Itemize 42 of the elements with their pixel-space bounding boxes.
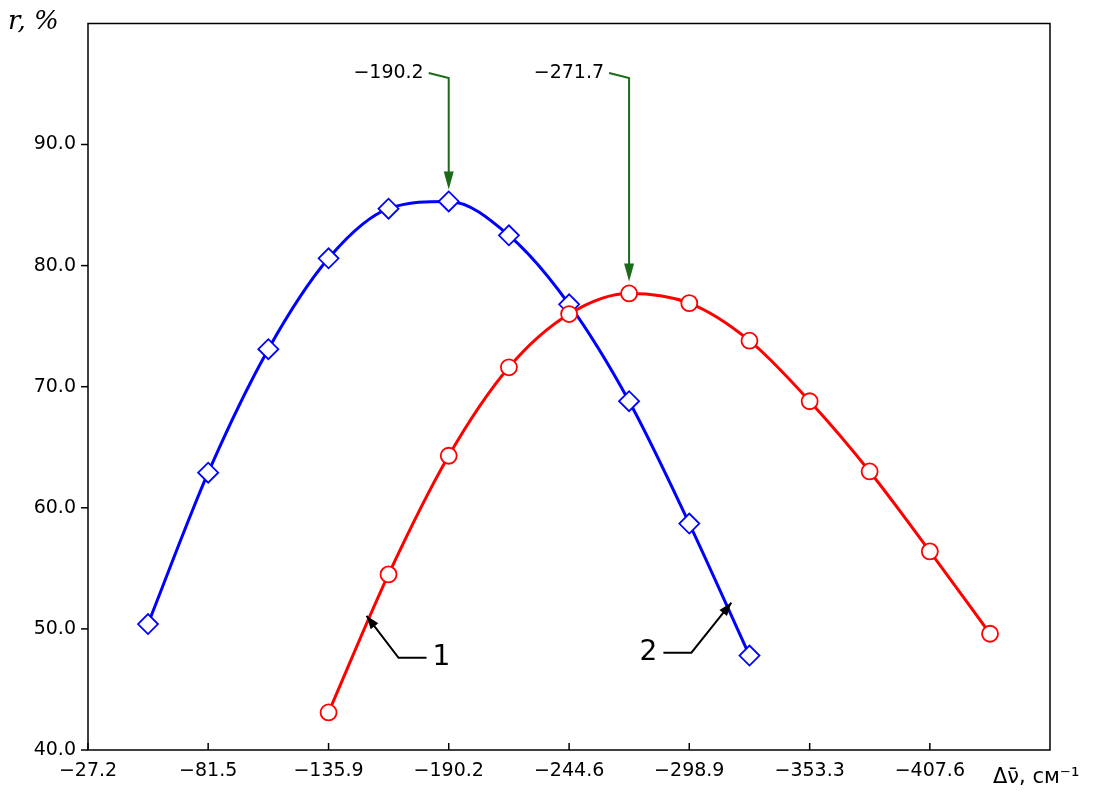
annotation: −271.7 xyxy=(533,59,605,82)
text: 1 xyxy=(432,639,451,673)
point xyxy=(377,197,400,220)
x-tick-label: −353.3 xyxy=(774,758,845,781)
point xyxy=(437,190,460,213)
point xyxy=(319,703,338,722)
point xyxy=(620,284,638,303)
x-tick-label: −298.9 xyxy=(654,758,725,781)
point xyxy=(860,462,879,481)
point xyxy=(680,294,699,313)
x-tick-label: −407.6 xyxy=(894,758,965,781)
y-tick-label: 50.0 xyxy=(33,615,76,638)
x-tick-label: −27.2 xyxy=(58,758,118,781)
y-axis-title: r, % xyxy=(8,4,59,35)
point xyxy=(317,247,340,270)
point xyxy=(439,446,458,465)
point xyxy=(800,392,819,411)
text: 2 xyxy=(639,634,658,668)
point xyxy=(498,224,520,247)
point xyxy=(740,331,759,350)
y-tick-label: 60.0 xyxy=(33,494,76,517)
y-tick-label: 40.0 xyxy=(33,736,76,759)
point xyxy=(379,565,398,584)
annotation: −190.2 xyxy=(353,59,424,82)
point xyxy=(920,542,939,561)
point xyxy=(500,358,518,377)
point xyxy=(257,338,280,361)
x-tick-label: −190.2 xyxy=(413,758,484,781)
point xyxy=(137,613,159,635)
point xyxy=(738,644,761,667)
x-tick-label: −244.6 xyxy=(533,758,605,781)
point xyxy=(678,512,701,535)
x-tick-label: −135.9 xyxy=(293,758,364,781)
y-tick-label: 80.0 xyxy=(33,252,76,275)
point xyxy=(560,305,579,323)
point xyxy=(197,461,220,484)
x-axis-title: Δν̄, см⁻¹ xyxy=(993,764,1080,789)
x-tick-label: −81.5 xyxy=(179,758,238,781)
y-tick-label: 90.0 xyxy=(33,131,76,154)
point xyxy=(981,624,999,643)
point xyxy=(618,390,640,413)
y-tick-label: 70.0 xyxy=(33,373,76,396)
